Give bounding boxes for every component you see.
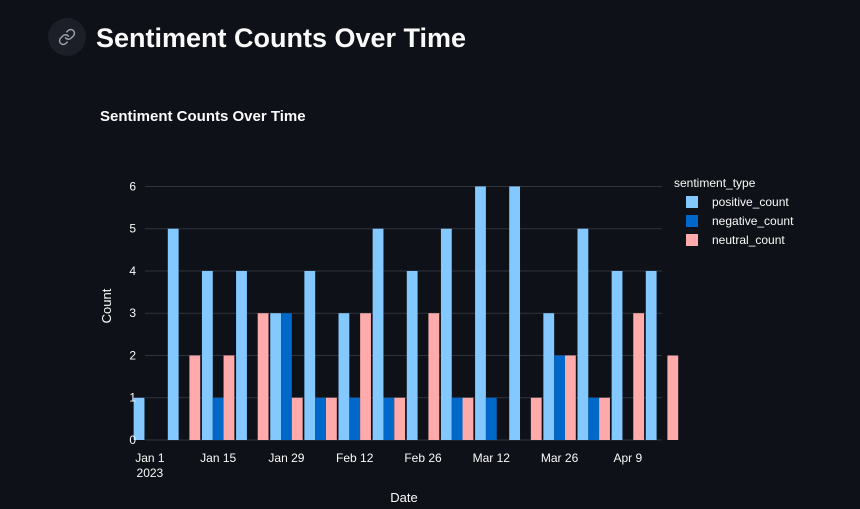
bar-neutral_count-2023-01-29[interactable]: [291, 397, 303, 440]
y-axis-label: Count: [99, 288, 114, 323]
bar-positive_count-2023-02-19[interactable]: [372, 228, 384, 440]
bar-neutral_count-2023-03-26[interactable]: [564, 355, 576, 440]
y-tick-label: 5: [129, 222, 136, 236]
x-tick-label: Feb 26: [404, 451, 442, 465]
legend-title: sentiment_type: [674, 176, 756, 190]
bar-positive_count-2023-02-05[interactable]: [304, 270, 316, 440]
legend-swatch-neutral_count[interactable]: [686, 234, 698, 246]
bar-negative_count-2023-03-05[interactable]: [451, 397, 463, 440]
y-tick-label: 0: [129, 433, 136, 447]
bar-negative_count-2023-03-26[interactable]: [554, 355, 565, 440]
bar-neutral_count-2023-02-05[interactable]: [325, 397, 337, 440]
bar-positive_count-2023-01-08[interactable]: [167, 228, 179, 440]
bar-negative_count-2023-01-29[interactable]: [281, 313, 292, 440]
bar-positive_count-2023-01-01[interactable]: [133, 397, 145, 440]
legend-item-negative_count[interactable]: negative_count: [712, 214, 794, 228]
y-axis-ticks: 0 1 2 3 4 5 6: [129, 179, 136, 447]
bar-neutral_count-2023-03-05[interactable]: [462, 397, 474, 440]
bar-neutral_count-2023-02-26[interactable]: [428, 313, 440, 440]
x-tick-label: Apr 9: [614, 451, 643, 465]
bar-positive_count-2023-02-12[interactable]: [338, 313, 350, 440]
bar-neutral_count-2023-02-19[interactable]: [394, 397, 406, 440]
page-title: Sentiment Counts Over Time: [96, 23, 467, 53]
bar-positive_count-2023-04-02[interactable]: [577, 228, 589, 440]
y-tick-label: 1: [129, 391, 136, 405]
legend-swatch-negative_count[interactable]: [686, 215, 698, 227]
bar-positive_count-2023-01-15[interactable]: [201, 270, 213, 440]
bar-negative_count-2023-02-19[interactable]: [383, 397, 395, 440]
bar-negative_count-2023-04-02[interactable]: [588, 397, 600, 440]
bar-negative_count-2023-01-15[interactable]: [212, 397, 224, 440]
bar-positive_count-2023-03-26[interactable]: [543, 313, 555, 440]
legend[interactable]: sentiment_type positive_count negative_co…: [674, 176, 794, 247]
y-tick-label: 3: [129, 306, 136, 320]
legend-item-neutral_count[interactable]: neutral_count: [712, 233, 785, 247]
bar-positive_count-2023-03-19[interactable]: [509, 186, 521, 440]
bar-negative_count-2023-02-12[interactable]: [349, 397, 361, 440]
bar-neutral_count-2023-04-02[interactable]: [599, 397, 610, 440]
bar-neutral_count-2023-03-19[interactable]: [530, 397, 542, 440]
bar-positive_count-2023-03-05[interactable]: [440, 228, 452, 440]
bar-neutral_count-2023-04-16[interactable]: [667, 355, 679, 440]
bar-neutral_count-2023-02-12[interactable]: [360, 313, 371, 440]
x-tick-label: Mar 26: [541, 451, 579, 465]
bar-neutral_count-2023-01-15[interactable]: [223, 355, 235, 440]
bar-positive_count-2023-01-29[interactable]: [270, 313, 282, 440]
bar-negative_count-2023-03-12[interactable]: [485, 397, 497, 440]
link-anchor-button[interactable]: [48, 18, 86, 56]
y-tick-label: 6: [129, 179, 136, 193]
x-tick-sublabel: 2023: [137, 466, 164, 480]
x-tick-label: Jan 1: [135, 451, 165, 465]
legend-swatch-positive_count[interactable]: [686, 196, 698, 208]
x-tick-label: Jan 15: [200, 451, 236, 465]
bar-positive_count-2023-04-09[interactable]: [611, 270, 623, 440]
bar-negative_count-2023-02-05[interactable]: [315, 397, 326, 440]
legend-item-positive_count[interactable]: positive_count: [712, 195, 789, 209]
x-tick-label: Feb 12: [336, 451, 374, 465]
x-axis-label: Date: [390, 490, 417, 505]
link-icon: [58, 28, 76, 46]
bar-positive_count-2023-03-12[interactable]: [475, 186, 486, 440]
y-tick-label: 4: [129, 264, 136, 278]
bar-positive_count-2023-02-26[interactable]: [406, 270, 418, 440]
bar-neutral_count-2023-04-09[interactable]: [633, 313, 645, 440]
x-tick-label: Mar 12: [473, 451, 511, 465]
bar-positive_count-2023-01-22[interactable]: [236, 270, 247, 440]
y-tick-label: 2: [129, 348, 136, 362]
bar-neutral_count-2023-01-22[interactable]: [257, 313, 269, 440]
bar-positive_count-2023-04-16[interactable]: [645, 270, 657, 440]
bars[interactable]: [133, 186, 679, 440]
bar-neutral_count-2023-01-08[interactable]: [189, 355, 201, 440]
chart-title: Sentiment Counts Over Time: [100, 108, 306, 125]
x-tick-label: Jan 29: [268, 451, 304, 465]
